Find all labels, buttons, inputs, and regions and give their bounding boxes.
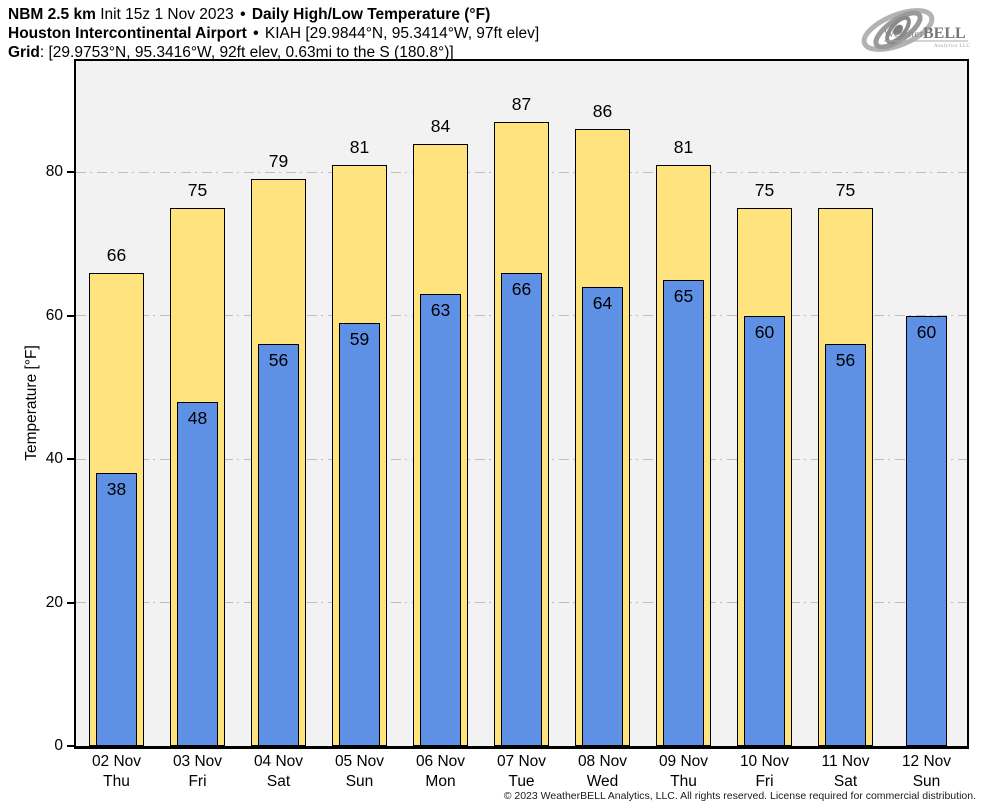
x-tick-label: 05 Nov Sun bbox=[319, 752, 400, 792]
header-line-3: Grid: [29.9753°N, 95.3416°W, 92ft elev, … bbox=[8, 43, 539, 62]
x-tick-date: 02 Nov bbox=[91, 753, 142, 770]
chart-header: NBM 2.5 km Init 15z 1 Nov 2023 • Daily H… bbox=[8, 5, 539, 62]
bullet-separator: • bbox=[253, 25, 259, 42]
low-value-label: 65 bbox=[673, 285, 694, 306]
low-bar bbox=[663, 279, 704, 746]
grid-info: : [29.9753°N, 95.3416°W, 92ft elev, 0.63… bbox=[39, 44, 454, 61]
x-tick-day: Sat bbox=[833, 773, 858, 790]
low-bar bbox=[744, 315, 785, 746]
low-value-label: 59 bbox=[349, 328, 370, 349]
low-bar bbox=[420, 294, 461, 746]
copyright-notice: © 2023 WeatherBELL Analytics, LLC. All r… bbox=[503, 790, 976, 802]
x-tick-date: 08 Nov bbox=[577, 753, 628, 770]
low-value-label: 38 bbox=[106, 479, 127, 500]
x-tick-day: Sun bbox=[345, 773, 374, 790]
logo-text-bell: BELL bbox=[923, 25, 966, 42]
high-value-label: 81 bbox=[673, 137, 694, 158]
x-tick-day: Thu bbox=[670, 773, 697, 790]
x-tick-date: 09 Nov bbox=[658, 753, 709, 770]
y-tick-label: 0 bbox=[54, 737, 63, 754]
low-value-label: 56 bbox=[835, 350, 856, 371]
low-bar bbox=[177, 401, 218, 746]
x-tick-day: Tue bbox=[508, 773, 535, 790]
x-tick-date: 07 Nov bbox=[496, 753, 547, 770]
x-tick-date: 04 Nov bbox=[253, 753, 304, 770]
y-axis-title: Temperature [°F] bbox=[23, 345, 40, 461]
x-tick-day: Fri bbox=[188, 773, 207, 790]
low-value-label: 48 bbox=[187, 407, 208, 428]
x-tick-day: Sun bbox=[912, 773, 941, 790]
high-value-label: 87 bbox=[511, 93, 532, 114]
low-value-label: 60 bbox=[916, 321, 937, 342]
plot-area: 66 38 75 48 79 56 81 59 84 63 87 66 86 64 81 65 75 60 75 56… bbox=[74, 59, 969, 749]
x-tick-label: 03 Nov Fri bbox=[157, 752, 238, 792]
low-bar bbox=[582, 286, 623, 746]
logo-text-analytics: Analytics LLC bbox=[934, 44, 971, 49]
station-info: KIAH [29.9844°N, 95.3414°W, 97ft elev] bbox=[264, 25, 540, 42]
low-value-label: 66 bbox=[511, 278, 532, 299]
header-line-2: Houston Intercontinental Airport • KIAH … bbox=[8, 24, 539, 43]
low-value-label: 64 bbox=[592, 292, 613, 313]
low-bar bbox=[825, 344, 866, 746]
x-tick-label: 02 Nov Thu bbox=[76, 752, 157, 792]
x-tick-label: 06 Nov Mon bbox=[400, 752, 481, 792]
high-value-label: 84 bbox=[430, 115, 451, 136]
low-value-label: 63 bbox=[430, 300, 451, 321]
high-value-label: 81 bbox=[349, 137, 370, 158]
low-bar bbox=[339, 322, 380, 746]
x-tick-label: 07 Nov Tue bbox=[481, 752, 562, 792]
y-tick-label: 20 bbox=[45, 593, 63, 611]
station-name: Houston Intercontinental Airport bbox=[8, 25, 247, 42]
low-value-label: 60 bbox=[754, 321, 775, 342]
x-tick-label: 08 Nov Wed bbox=[562, 752, 643, 792]
low-bar bbox=[258, 344, 299, 746]
x-tick-label: 09 Nov Thu bbox=[643, 752, 724, 792]
x-tick-day: Sat bbox=[266, 773, 291, 790]
header-line-1: NBM 2.5 km Init 15z 1 Nov 2023 • Daily H… bbox=[8, 5, 539, 24]
x-tick-label: 11 Nov Sat bbox=[805, 752, 886, 792]
high-value-label: 75 bbox=[754, 180, 775, 201]
product-name: Daily High/Low Temperature (°F) bbox=[251, 6, 491, 23]
x-tick-day: Thu bbox=[103, 773, 130, 790]
x-tick-day: Wed bbox=[586, 773, 619, 790]
y-tick-label: 80 bbox=[45, 163, 63, 181]
y-tick-mark bbox=[67, 458, 76, 461]
x-tick-day: Fri bbox=[755, 773, 774, 790]
model-name: NBM 2.5 km bbox=[8, 6, 96, 23]
y-tick-label: 40 bbox=[45, 450, 63, 468]
high-value-label: 75 bbox=[187, 180, 208, 201]
high-value-label: 86 bbox=[592, 101, 613, 122]
y-tick-mark bbox=[67, 745, 76, 747]
init-time: Init 15z 1 Nov 2023 bbox=[100, 6, 234, 23]
low-value-label: 56 bbox=[268, 350, 289, 371]
x-tick-date: 06 Nov bbox=[415, 753, 466, 770]
x-tick-date: 11 Nov bbox=[821, 753, 870, 770]
y-tick-mark bbox=[67, 314, 76, 317]
low-bar bbox=[906, 315, 947, 746]
y-tick-mark bbox=[67, 171, 76, 174]
logo-text-weather: Weather bbox=[884, 28, 924, 40]
high-value-label: 75 bbox=[835, 180, 856, 201]
low-bar bbox=[96, 473, 137, 746]
y-tick-label: 60 bbox=[45, 306, 63, 324]
x-tick-day: Mon bbox=[425, 773, 456, 790]
weatherbell-logo: Weather BELL Analytics LLC bbox=[861, 8, 971, 52]
high-value-label: 66 bbox=[106, 244, 127, 265]
bullet-separator: • bbox=[240, 6, 246, 23]
x-tick-label: 12 Nov Sun bbox=[886, 752, 967, 792]
grid-label: Grid bbox=[8, 44, 40, 61]
x-tick-label: 04 Nov Sat bbox=[238, 752, 319, 792]
x-tick-date: 12 Nov bbox=[901, 753, 952, 770]
x-tick-date: 05 Nov bbox=[334, 753, 385, 770]
y-tick-mark bbox=[67, 601, 76, 604]
x-tick-date: 10 Nov bbox=[739, 753, 790, 770]
x-tick-date: 03 Nov bbox=[172, 753, 223, 770]
high-value-label: 79 bbox=[268, 151, 289, 172]
low-bar bbox=[501, 272, 542, 746]
x-tick-label: 10 Nov Fri bbox=[724, 752, 805, 792]
